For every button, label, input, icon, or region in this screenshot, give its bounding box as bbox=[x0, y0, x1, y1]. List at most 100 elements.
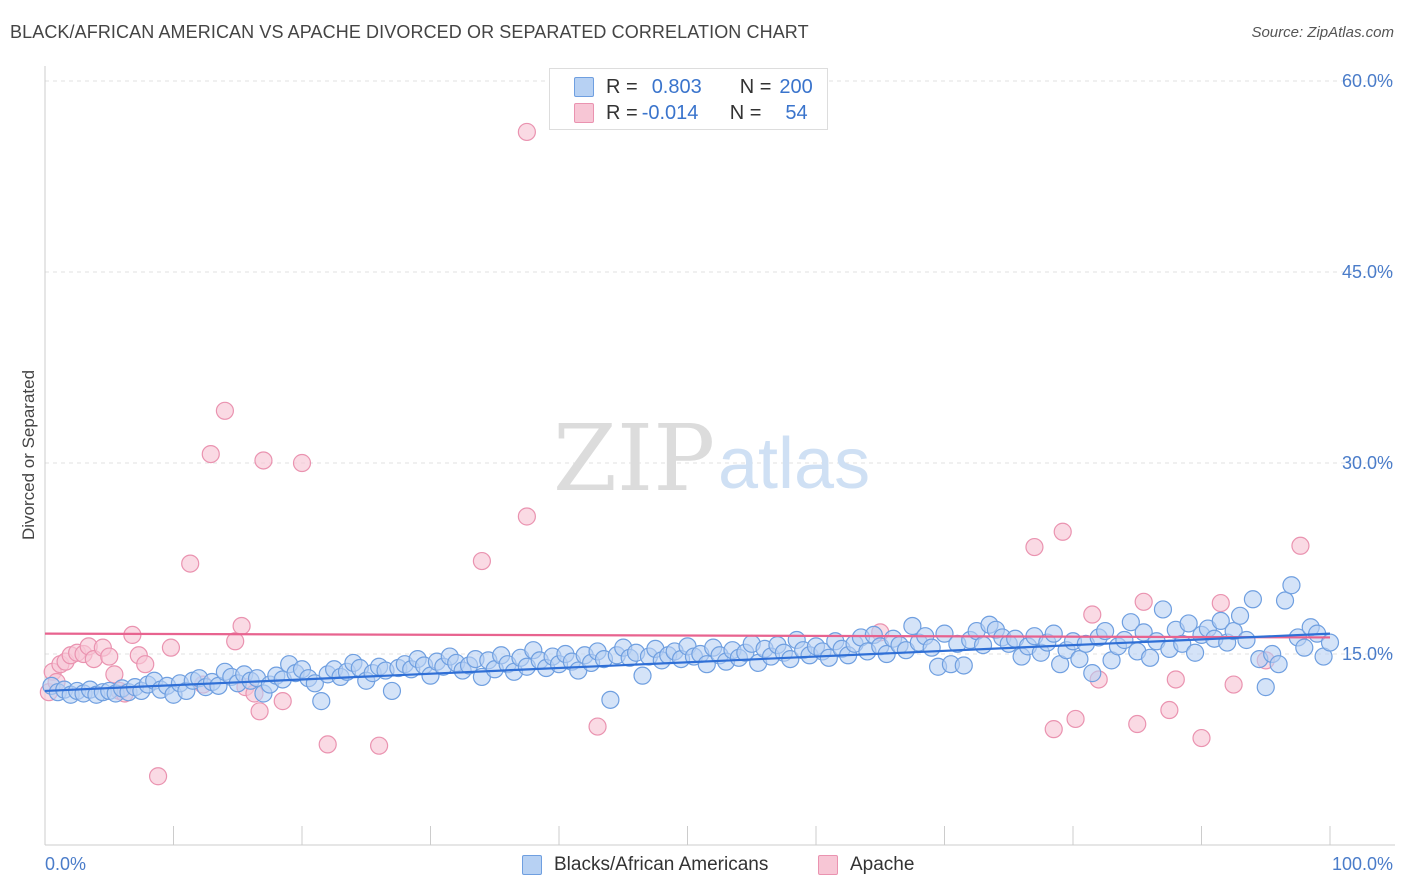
y-tick-label: 30.0% bbox=[1342, 453, 1393, 473]
bottom-legend-swatch-black bbox=[522, 855, 542, 875]
watermark: ZIP atlas bbox=[553, 405, 870, 512]
apache-point bbox=[1211, 593, 1230, 613]
apache-point bbox=[472, 551, 491, 571]
legend-row-apache: R = -0.014 N = 54 bbox=[574, 101, 808, 125]
legend-row-black: R = 0.803 N = 200 bbox=[574, 75, 813, 99]
apache-point bbox=[1083, 605, 1102, 624]
black-point bbox=[1256, 678, 1275, 697]
legend-r-value: 0.803 bbox=[651, 75, 702, 98]
source-label: Source: ZipAtlas.com bbox=[1251, 24, 1394, 41]
x-tick-labels: 0.0% 100.0% bbox=[45, 854, 1393, 874]
apache-point bbox=[136, 655, 155, 674]
y-tick-labels: 15.0% 30.0% 45.0% 60.0% bbox=[1342, 71, 1393, 664]
black-point bbox=[1083, 664, 1102, 683]
black-point bbox=[1044, 624, 1063, 643]
black-point bbox=[1211, 611, 1230, 630]
legend-n-value: 200 bbox=[779, 75, 813, 98]
x-tick-label: 100.0% bbox=[1332, 854, 1393, 874]
watermark-atlas: atlas bbox=[718, 424, 870, 504]
y-tick-label: 15.0% bbox=[1342, 644, 1393, 664]
apache-point bbox=[215, 401, 234, 420]
apache-point bbox=[588, 717, 607, 736]
black-point bbox=[1230, 606, 1250, 625]
apache-point bbox=[232, 616, 251, 636]
legend-r-label: R = bbox=[606, 75, 638, 98]
apache-point bbox=[517, 122, 536, 142]
chart-title: BLACK/AFRICAN AMERICAN VS APACHE DIVORCE… bbox=[10, 22, 809, 42]
black-point bbox=[1185, 643, 1205, 662]
apache-point bbox=[1053, 522, 1072, 541]
black-point bbox=[601, 690, 620, 709]
apache-point bbox=[250, 702, 269, 721]
black-point bbox=[1275, 591, 1295, 610]
black-point bbox=[1269, 655, 1288, 674]
y-tick-label: 60.0% bbox=[1342, 71, 1393, 91]
legend-r-label: R = bbox=[606, 101, 638, 124]
apache-point bbox=[100, 647, 119, 666]
apache-point bbox=[1025, 537, 1044, 557]
legend-n-label: N = bbox=[739, 75, 772, 98]
bottom-legend-swatch-apache bbox=[818, 855, 838, 875]
black-point bbox=[1140, 648, 1160, 667]
black-point bbox=[819, 648, 838, 667]
apache-point bbox=[148, 767, 168, 786]
apache-point bbox=[254, 451, 273, 470]
legend-swatch-black bbox=[574, 77, 594, 97]
apache-trend-line bbox=[44, 632, 1331, 639]
apache-point bbox=[1134, 592, 1153, 611]
black-point bbox=[1295, 638, 1314, 657]
watermark-zip: ZIP bbox=[553, 405, 715, 512]
apache-point bbox=[1066, 709, 1085, 729]
black-point bbox=[1121, 613, 1140, 632]
black-point bbox=[1179, 614, 1198, 633]
bottom-legend-label-black: Blacks/African Americans bbox=[554, 854, 769, 875]
black-point bbox=[1282, 576, 1301, 595]
correlation-legend: R = 0.803 N = 200 R = -0.014 N = 54 bbox=[549, 68, 828, 130]
apache-point bbox=[1291, 536, 1310, 555]
apache-point bbox=[1166, 670, 1185, 689]
black-point bbox=[903, 616, 922, 636]
bottom-legend-label-apache: Apache bbox=[850, 854, 915, 875]
apache-point bbox=[1160, 700, 1179, 720]
black-point bbox=[697, 655, 716, 674]
black-point bbox=[1243, 590, 1263, 609]
apache-point bbox=[181, 554, 200, 573]
trend-lines bbox=[44, 632, 1331, 693]
black-point bbox=[935, 624, 954, 643]
legend-r-value: -0.014 bbox=[641, 101, 699, 124]
black-trend-line bbox=[44, 632, 1331, 693]
black-point bbox=[312, 692, 331, 711]
bottom-legend-apache: Apache bbox=[818, 852, 914, 878]
black-point bbox=[1237, 630, 1256, 650]
apache-point bbox=[226, 632, 245, 651]
apache-point bbox=[105, 665, 124, 684]
apache-point bbox=[1192, 728, 1211, 748]
black-point bbox=[633, 666, 652, 685]
legend-n-label: N = bbox=[729, 101, 762, 124]
apache-point bbox=[1224, 675, 1243, 694]
black-point bbox=[954, 656, 973, 675]
black-point bbox=[922, 638, 941, 657]
apache-point bbox=[1044, 720, 1063, 739]
black-point bbox=[973, 635, 993, 655]
black-point bbox=[1224, 621, 1243, 641]
axes bbox=[44, 66, 1395, 846]
black-point bbox=[1096, 621, 1115, 641]
apache-point bbox=[517, 507, 536, 526]
gridlines bbox=[45, 80, 1395, 655]
black-point bbox=[1153, 600, 1173, 619]
apache-point bbox=[370, 736, 389, 755]
y-axis-label: Divorced or Separated bbox=[19, 370, 38, 540]
black-point bbox=[1070, 649, 1089, 669]
apache-point bbox=[273, 692, 292, 711]
y-tick-label: 45.0% bbox=[1342, 262, 1393, 282]
apache-point bbox=[201, 444, 220, 464]
apache-point bbox=[161, 638, 181, 657]
bottom-legend-black: Blacks/African Americans bbox=[522, 852, 768, 878]
x-tick-label: 0.0% bbox=[45, 854, 86, 874]
legend-swatch-apache bbox=[574, 103, 594, 123]
black-point bbox=[382, 681, 402, 701]
legend-n-value: 54 bbox=[785, 101, 808, 124]
apache-point bbox=[1128, 714, 1147, 734]
